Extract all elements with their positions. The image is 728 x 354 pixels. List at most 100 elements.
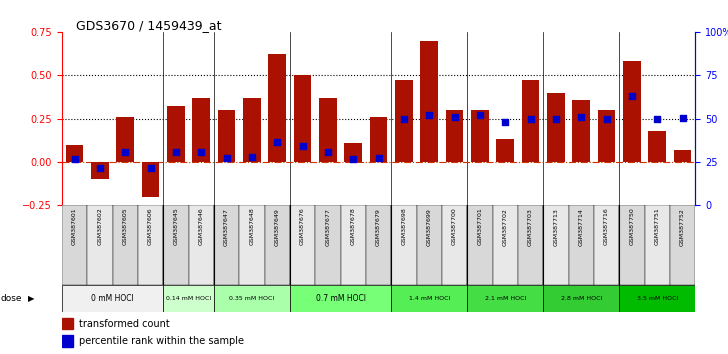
- Text: GSM387677: GSM387677: [325, 208, 331, 246]
- Bar: [644, 205, 670, 285]
- Bar: [218, 110, 235, 162]
- Point: [424, 112, 435, 118]
- Point: [677, 115, 689, 121]
- Bar: [366, 205, 391, 285]
- Bar: [442, 205, 467, 285]
- Point: [499, 119, 511, 125]
- Point: [601, 116, 612, 121]
- Point: [246, 154, 258, 160]
- Point: [170, 150, 182, 155]
- Bar: [290, 285, 391, 312]
- Bar: [62, 285, 163, 312]
- Bar: [467, 205, 493, 285]
- Text: GSM387679: GSM387679: [376, 208, 381, 246]
- Bar: [467, 285, 543, 312]
- Bar: [649, 131, 666, 162]
- Text: 0.7 mM HOCl: 0.7 mM HOCl: [315, 294, 365, 303]
- Bar: [518, 205, 543, 285]
- Bar: [113, 205, 138, 285]
- Text: GSM387601: GSM387601: [72, 208, 77, 245]
- Point: [272, 139, 283, 145]
- Text: GSM387606: GSM387606: [148, 208, 153, 245]
- Point: [68, 156, 80, 162]
- Bar: [673, 150, 692, 162]
- Point: [322, 149, 333, 154]
- Text: 0 mM HOCl: 0 mM HOCl: [91, 294, 134, 303]
- Bar: [543, 285, 620, 312]
- Bar: [594, 205, 620, 285]
- Text: GSM387648: GSM387648: [250, 208, 254, 245]
- Point: [448, 114, 460, 120]
- Bar: [214, 205, 240, 285]
- Bar: [493, 205, 518, 285]
- Point: [525, 116, 537, 121]
- Text: percentile rank within the sample: percentile rank within the sample: [79, 336, 245, 346]
- Point: [398, 116, 410, 121]
- Text: 1.4 mM HOCl: 1.4 mM HOCl: [408, 296, 450, 301]
- Bar: [395, 80, 413, 162]
- Bar: [572, 99, 590, 162]
- Bar: [496, 139, 514, 162]
- Text: GSM387714: GSM387714: [579, 208, 584, 246]
- Text: GSM387752: GSM387752: [680, 208, 685, 246]
- Bar: [319, 98, 337, 162]
- Bar: [62, 336, 73, 347]
- Bar: [446, 110, 464, 162]
- Point: [474, 112, 486, 118]
- Bar: [167, 107, 185, 162]
- Bar: [471, 110, 488, 162]
- Point: [119, 150, 131, 155]
- Bar: [62, 318, 73, 329]
- Text: ▶: ▶: [28, 294, 34, 303]
- Bar: [623, 61, 641, 162]
- Bar: [214, 285, 290, 312]
- Text: dose: dose: [1, 294, 23, 303]
- Bar: [341, 205, 366, 285]
- Text: GSM387649: GSM387649: [274, 208, 280, 246]
- Bar: [370, 117, 387, 162]
- Bar: [66, 144, 84, 162]
- Text: GDS3670 / 1459439_at: GDS3670 / 1459439_at: [76, 19, 222, 33]
- Bar: [163, 285, 214, 312]
- Bar: [391, 285, 467, 312]
- Bar: [264, 205, 290, 285]
- Bar: [598, 110, 615, 162]
- Text: 2.8 mM HOCl: 2.8 mM HOCl: [561, 296, 602, 301]
- Text: GSM387646: GSM387646: [199, 208, 204, 245]
- Text: 0.14 mM HOCl: 0.14 mM HOCl: [166, 296, 211, 301]
- Bar: [189, 205, 214, 285]
- Bar: [620, 205, 644, 285]
- Text: GSM387713: GSM387713: [553, 208, 558, 246]
- Text: GSM387703: GSM387703: [528, 208, 533, 246]
- Text: GSM387751: GSM387751: [654, 208, 660, 245]
- Point: [221, 156, 232, 161]
- Text: GSM387699: GSM387699: [427, 208, 432, 246]
- Bar: [91, 162, 108, 179]
- Bar: [116, 117, 134, 162]
- Point: [94, 165, 106, 171]
- Text: GSM387716: GSM387716: [604, 208, 609, 245]
- Bar: [391, 205, 416, 285]
- Bar: [522, 80, 539, 162]
- Bar: [670, 205, 695, 285]
- Bar: [243, 98, 261, 162]
- Text: GSM387698: GSM387698: [401, 208, 406, 245]
- Text: GSM387750: GSM387750: [630, 208, 634, 245]
- Point: [652, 116, 663, 122]
- Text: GSM387602: GSM387602: [98, 208, 103, 245]
- Text: 3.5 mM HOCl: 3.5 mM HOCl: [636, 296, 678, 301]
- Bar: [192, 98, 210, 162]
- Bar: [163, 205, 189, 285]
- Text: GSM387647: GSM387647: [224, 208, 229, 246]
- Bar: [269, 55, 286, 162]
- Text: GSM387605: GSM387605: [123, 208, 127, 245]
- Text: GSM387676: GSM387676: [300, 208, 305, 245]
- Point: [373, 156, 384, 161]
- Bar: [344, 143, 362, 162]
- Bar: [620, 285, 695, 312]
- Bar: [142, 162, 159, 197]
- Text: GSM387701: GSM387701: [478, 208, 483, 245]
- Point: [195, 150, 207, 155]
- Bar: [547, 92, 565, 162]
- Bar: [62, 205, 87, 285]
